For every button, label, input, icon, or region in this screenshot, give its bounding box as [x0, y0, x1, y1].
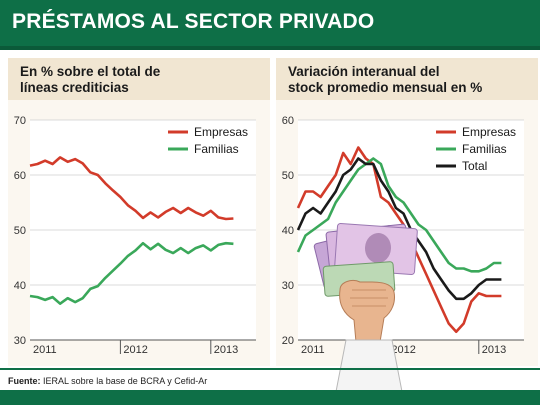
- y-tick-label: 60: [14, 170, 26, 182]
- title-bar: PRÉSTAMOS AL SECTOR PRIVADO: [0, 0, 540, 50]
- legend-label: Empresas: [194, 125, 248, 139]
- y-tick-label: 70: [14, 115, 26, 127]
- y-tick-label: 30: [282, 280, 294, 292]
- x-tick-label: 2011: [301, 344, 325, 356]
- y-tick-label: 20: [282, 335, 294, 347]
- x-tick-label: 2012: [123, 344, 147, 356]
- x-tick-label: 2013: [214, 344, 238, 356]
- page-title: PRÉSTAMOS AL SECTOR PRIVADO: [12, 10, 375, 33]
- y-tick-label: 50: [14, 225, 26, 237]
- banknote-icon: [313, 222, 418, 297]
- hand-holding-money-illustration: [313, 222, 418, 402]
- x-tick-label: 2012: [391, 344, 415, 356]
- chart-title-line-1: En % sobre el total de: [20, 64, 161, 79]
- source-note: Fuente: IERAL sobre la base de BCRA y Ce…: [8, 376, 207, 386]
- source-text: IERAL sobre la base de BCRA y Cefid-Ar: [40, 376, 208, 386]
- chart-left-svg: 30 40 50 60 70 2011 2012 2013 Empresas Familias: [14, 115, 256, 356]
- y-tick-label: 30: [14, 335, 26, 347]
- series-line-familias: [29, 241, 234, 305]
- bottom-band: [0, 390, 540, 405]
- series-line-familias: [296, 157, 502, 273]
- chart-panel-left: En % sobre el total de líneas crediticia…: [8, 58, 270, 366]
- legend-label: Total: [462, 159, 487, 173]
- x-tick-label: 2013: [482, 344, 506, 356]
- chart-right-svg: 20 30 40 50 60 2011 2012 2013 Empresas Familias To…: [282, 115, 524, 356]
- chart-header-right: Variación interanual del stock promedio …: [276, 58, 538, 100]
- y-tick-label: 40: [14, 280, 26, 292]
- chart-header-left: En % sobre el total de líneas crediticia…: [8, 58, 270, 100]
- y-tick-label: 40: [282, 225, 294, 237]
- footer-divider: [0, 368, 540, 370]
- series-line-empresas: [29, 156, 234, 221]
- hand-icon: [333, 279, 405, 402]
- chart-title-line-2: líneas crediticias: [20, 80, 129, 95]
- y-tick-label: 60: [282, 115, 294, 127]
- series-line-empresas: [296, 146, 502, 334]
- legend-label: Familias: [462, 142, 507, 156]
- series-line-total: [296, 157, 502, 301]
- legend-label: Familias: [194, 142, 239, 156]
- chart-title-line-1: Variación interanual del: [288, 64, 440, 79]
- chart-title-line-2: stock promedio mensual en %: [288, 80, 483, 95]
- x-tick-label: 2011: [33, 344, 57, 356]
- chart-panel-right: Variación interanual del stock promedio …: [276, 58, 538, 366]
- y-tick-label: 50: [282, 170, 294, 182]
- legend-label: Empresas: [462, 125, 516, 139]
- source-label: Fuente:: [8, 376, 41, 386]
